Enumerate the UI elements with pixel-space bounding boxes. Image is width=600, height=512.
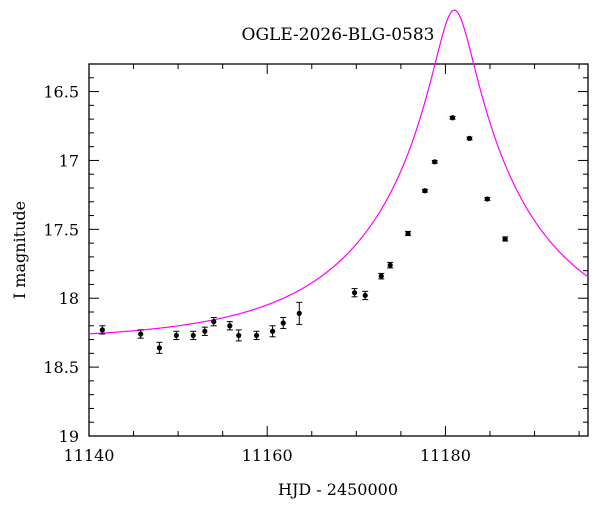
y-axis-label: I magnitude [10,201,29,299]
point-marker [449,115,456,121]
point-marker [466,135,473,141]
point-marker [422,188,428,194]
data-point [405,230,412,237]
data-point [421,188,428,194]
data-point [362,290,369,301]
axis-ticks [88,63,588,437]
point-marker [99,327,105,333]
point-marker [351,290,358,296]
point-marker [280,320,286,326]
y-tick-label: 19 [59,427,79,446]
point-marker [269,328,276,334]
point-marker [378,273,384,279]
y-tick-label: 17 [59,151,79,170]
data-point [226,321,233,331]
point-marker [484,196,490,202]
data-point [269,325,276,338]
data-point [387,261,394,269]
point-marker [202,328,208,334]
point-marker [253,332,260,339]
x-tick-label: 11180 [420,446,471,465]
data-point [449,115,456,121]
point-marker [173,332,179,339]
data-point [378,272,385,280]
data-point [156,341,163,354]
data-point [190,330,197,341]
point-marker [236,332,242,339]
y-tick-label: 17.5 [43,220,79,239]
point-marker [362,292,368,299]
data-point [296,301,303,325]
data-point [431,159,438,165]
plot-frame [88,63,589,437]
data-point [502,236,509,242]
point-marker [387,262,393,268]
model-curve-layer [88,9,589,335]
point-marker [296,310,302,316]
point-marker [405,230,411,237]
x-axis-label: HJD - 2450000 [278,480,398,499]
point-marker [227,323,233,329]
data-point [253,330,260,341]
y-tick-label: 16.5 [43,83,79,102]
data-point [137,329,144,339]
point-marker [156,345,162,351]
data-point [466,135,473,141]
point-marker [138,331,144,337]
data-point [99,325,106,335]
point-marker [211,319,217,325]
y-tick-label: 18 [59,289,79,308]
y-tick-label: 18.5 [43,358,79,377]
model-curve [88,9,589,335]
x-tick-label: 11160 [242,446,293,465]
point-marker [502,236,508,242]
data-point [280,317,287,330]
data-point [351,288,358,298]
point-marker [432,159,438,165]
chart-title: OGLE-2026-BLG-0583 [242,25,435,45]
data-point [235,329,242,342]
data-points-layer [99,115,509,354]
axis-tick-labels: 11140 11160 11180 16.5 17 17.5 18 18.5 19 [43,83,471,465]
data-point [210,317,217,327]
point-marker [190,332,196,339]
x-tick-label: 11140 [64,446,115,465]
data-point [484,196,491,202]
data-point [173,330,180,341]
data-point [201,326,208,336]
